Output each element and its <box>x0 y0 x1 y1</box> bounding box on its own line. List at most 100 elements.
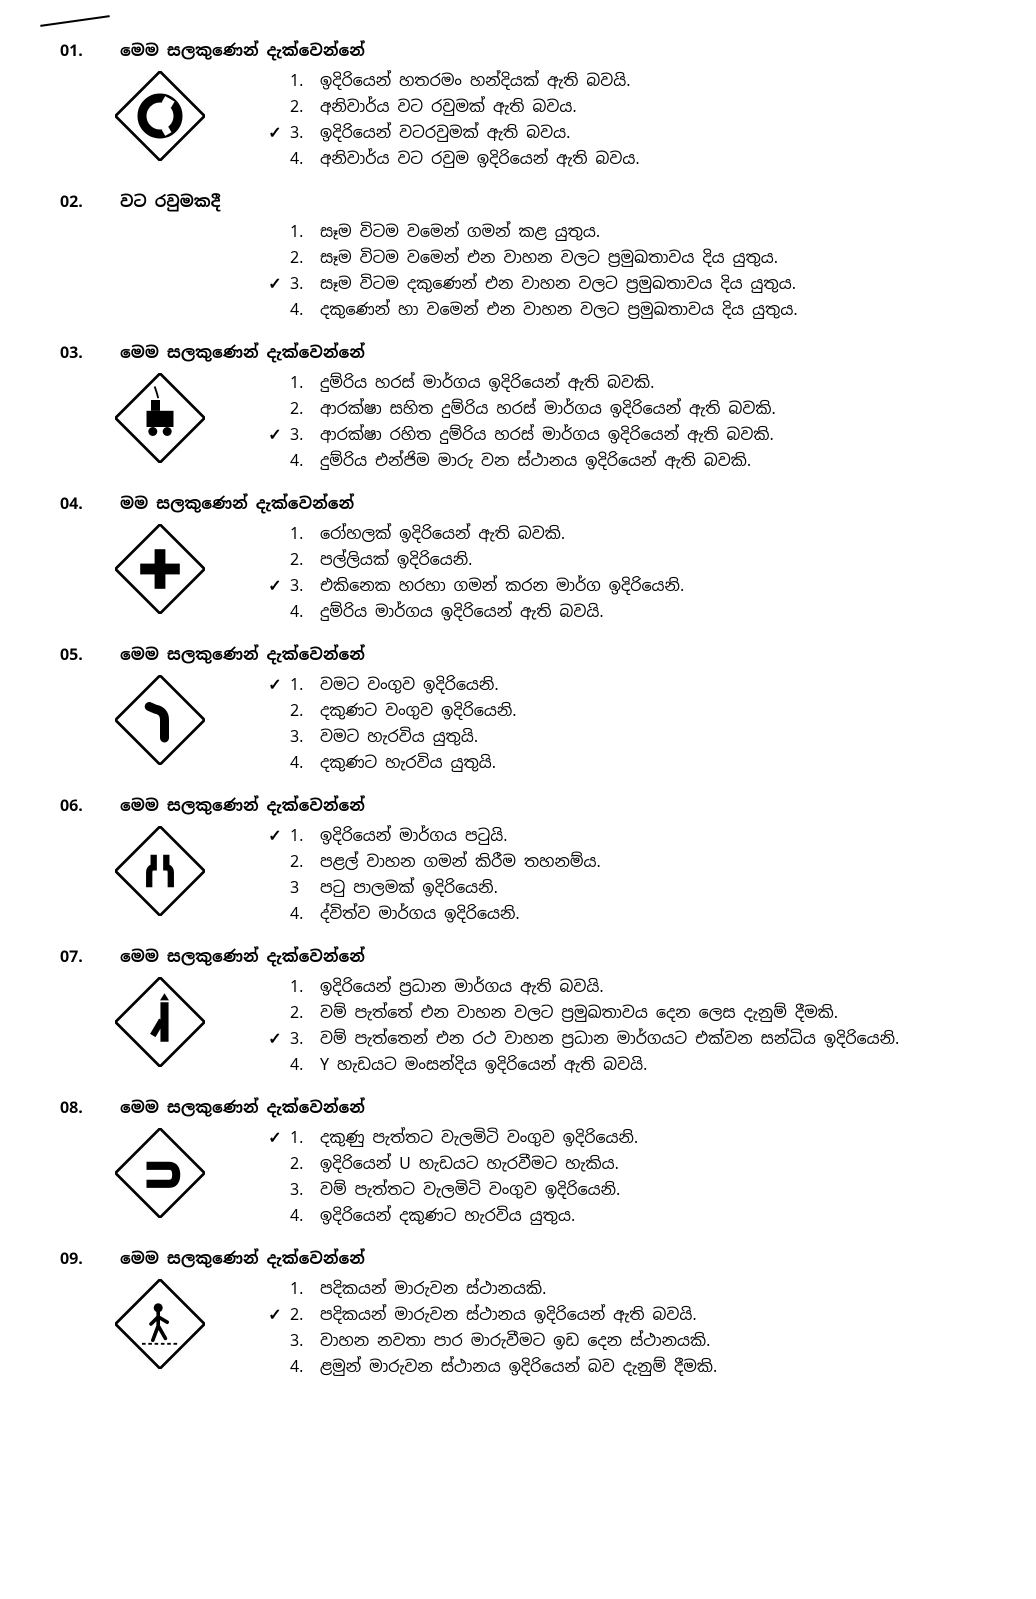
option-number: 2. <box>290 1152 320 1176</box>
question-body: ✓1.වමට වංගුව ඉදිරියෙනි.2.දකුණට වංගුව ඉදි… <box>60 671 976 777</box>
correct-tick-icon: ✓ <box>260 1126 290 1150</box>
option-text: ආරක්ෂා රහිත දුම්රිය හරස් මාර්ගය ඉදිරියෙන… <box>320 423 976 447</box>
option-row: ✓1.දකුණු පැත්තට වැලමිටි වංගුව ඉදිරියෙනි. <box>260 1126 976 1150</box>
option-row: 1.පදිකයන් මාරුවන ස්ථානයකි. <box>260 1277 976 1301</box>
option-row: 2.ඉදිරියෙන් U හැඩයට හැරවීමට හැකිය. <box>260 1152 976 1176</box>
option-number: 3. <box>290 1329 320 1353</box>
question-number: 01. <box>60 40 120 61</box>
option-text: දකුණට වංගුව ඉදිරියෙනි. <box>320 699 976 723</box>
option-row: 1.සෑම විටම වමෙන් ගමන් කළ යුතුය. <box>260 220 976 244</box>
correct-tick-icon: ✓ <box>260 574 290 598</box>
option-number: 2. <box>290 548 320 572</box>
question-header: 07.මෙම සලකුණෙන් දැක්වෙන්නේ <box>60 946 976 967</box>
option-row: ✓3.වම් පැත්තෙන් එන රථ වාහන ප්‍රධාන මාර්ග… <box>260 1027 976 1051</box>
option-row: 2.පළල් වාහන ගමන් කිරීම තහනම්ය. <box>260 850 976 874</box>
question: 05.මෙම සලකුණෙන් දැක්වෙන්නේ ✓1.වමට වංගුව ඉ… <box>60 644 976 777</box>
option-number: 3 <box>290 876 320 900</box>
stray-mark <box>40 15 110 27</box>
option-row: ✓1.ඉදිරියෙන් මාර්ගය පටුයි. <box>260 824 976 848</box>
question: 02.වට රවුමකදී 1.සෑම විටම වමෙන් ගමන් කළ යු… <box>60 191 976 324</box>
option-row: ✓3.එකිනෙක හරහා ගමන් කරන මාර්ග ඉදිරියෙනි. <box>260 574 976 598</box>
question-prompt: මෙම සලකුණෙන් දැක්වෙන්නේ <box>120 40 976 61</box>
option-row: ✓3.සෑම විටම දකුණෙන් එන වාහන වලට ප්‍රමුඛත… <box>260 272 976 296</box>
question-prompt: මෙම සලකුණෙන් දැක්වෙන්නේ <box>120 342 976 363</box>
option-text: පදිකයන් මාරුවන ස්ථානය ඉදිරියෙන් ඇති බවයි… <box>320 1303 976 1327</box>
options-list: ✓1.වමට වංගුව ඉදිරියෙනි.2.දකුණට වංගුව ඉදි… <box>260 671 976 777</box>
question: 01.මෙම සලකුණෙන් දැක්වෙන්නේ 1.ඉදිරියෙන් හත… <box>60 40 976 173</box>
option-number: 1. <box>290 371 320 395</box>
option-row: 2.අනිවාර්ය වට රවුමක් ඇති බවය. <box>260 95 976 119</box>
question-number: 05. <box>60 644 120 665</box>
question-number: 03. <box>60 342 120 363</box>
question-header: 02.වට රවුමකදී <box>60 191 976 212</box>
question-header: 09.මෙම සලකුණෙන් දැක්වෙන්නේ <box>60 1248 976 1269</box>
option-text: පදිකයන් මාරුවන ස්ථානයකි. <box>320 1277 976 1301</box>
road-sign-icon <box>60 671 260 765</box>
option-text: ඉදිරියෙන් U හැඩයට හැරවීමට හැකිය. <box>320 1152 976 1176</box>
question-number: 09. <box>60 1248 120 1269</box>
question-header: 01.මෙම සලකුණෙන් දැක්වෙන්නේ <box>60 40 976 61</box>
option-text: වම් පැත්තට වැලමිටි වංගුව ඉදිරියෙනි. <box>320 1178 976 1202</box>
question-number: 08. <box>60 1097 120 1118</box>
option-text: වමට වංගුව ඉදිරියෙනි. <box>320 673 976 697</box>
option-text: පළල් වාහන ගමන් කිරීම තහනම්ය. <box>320 850 976 874</box>
correct-tick-icon: ✓ <box>260 423 290 447</box>
option-text: ඉදිරියෙන් දකුණට හැරවිය යුතුය. <box>320 1204 976 1228</box>
question-header: 03.මෙම සලකුණෙන් දැක්වෙන්නේ <box>60 342 976 363</box>
options-list: 1.දුම්රිය හරස් මාර්ගය ඉදිරියෙන් ඇති බවකි… <box>260 369 976 475</box>
option-number: 2. <box>290 95 320 119</box>
option-number: 1. <box>290 824 320 848</box>
option-number: 4. <box>290 1355 320 1379</box>
option-row: 1.ඉදිරියෙන් හතරමං හන්දියක් ඇති බවයි. <box>260 69 976 93</box>
option-row: 4.ද්විත්ව මාර්ගය ඉදිරියෙනි. <box>260 902 976 926</box>
option-text: පටු පාලමක් ඉදිරියෙනි. <box>320 876 976 900</box>
question-prompt: මෙම සලකුණෙන් දැක්වෙන්නේ <box>120 644 976 665</box>
option-row: 2.පල්ලියක් ඉදිරියෙනි. <box>260 548 976 572</box>
option-text: දකුණු පැත්තට වැලමිටි වංගුව ඉදිරියෙනි. <box>320 1126 976 1150</box>
question-prompt: වට රවුමකදී <box>120 191 976 212</box>
question-header: 08.මෙම සලකුණෙන් දැක්වෙන්නේ <box>60 1097 976 1118</box>
option-row: 4.අනිවාර්ය වට රවුම ඉදිරියෙන් ඇති බවය. <box>260 147 976 171</box>
option-number: 3. <box>290 1178 320 1202</box>
option-row: 2.සෑම විටම වමෙන් එන වාහන වලට ප්‍රමුඛතාවය… <box>260 246 976 270</box>
questions-list: 01.මෙම සලකුණෙන් දැක්වෙන්නේ1.ඉදිරියෙන් හත… <box>60 40 976 1381</box>
option-text: අනිවාර්ය වට රවුම ඉදිරියෙන් ඇති බවය. <box>320 147 976 171</box>
question-header: 06.මෙම සලකුණෙන් දැක්වෙන්නේ <box>60 795 976 816</box>
option-text: ද්විත්ව මාර්ගය ඉදිරියෙනි. <box>320 902 976 926</box>
option-row: 4.දුම්රිය මාර්ගය ඉදිරියෙන් ඇති බවයි. <box>260 600 976 624</box>
question-body: 1.ඉදිරියෙන් හතරමං හන්දියක් ඇති බවයි.2.අන… <box>60 67 976 173</box>
option-row: 2.ආරක්ෂා සහිත දුම්රිය හරස් මාර්ගය ඉදිරිය… <box>260 397 976 421</box>
option-row: 4.ඉදිරියෙන් දකුණට හැරවිය යුතුය. <box>260 1204 976 1228</box>
option-row: 4.දකුණට හැරවිය යුතුයි. <box>260 751 976 775</box>
option-text: පල්ලියක් ඉදිරියෙනි. <box>320 548 976 572</box>
option-text: Y හැඩයට මංසන්දිය ඉදිරියෙන් ඇති බවයි. <box>320 1053 976 1077</box>
option-number: 4. <box>290 147 320 171</box>
correct-tick-icon: ✓ <box>260 824 290 848</box>
options-list: 1.රෝහලක් ඉදිරියෙන් ඇති බවකි.2.පල්ලියක් ඉ… <box>260 520 976 626</box>
question: 09.මෙම සලකුණෙන් දැක්වෙන්නේ 1.පදිකයන් මාරු… <box>60 1248 976 1381</box>
question-prompt: මම සලකුණෙන් දැක්වෙන්නේ <box>120 493 976 514</box>
question-prompt: මෙම සලකුණෙන් දැක්වෙන්නේ <box>120 1097 976 1118</box>
question: 08.මෙම සලකුණෙන් දැක්වෙන්නේ ✓1.දකුණු පැත්ත… <box>60 1097 976 1230</box>
option-text: රෝහලක් ඉදිරියෙන් ඇති බවකි. <box>320 522 976 546</box>
option-text: වාහන නවතා පාර මාරුවීමට ඉඩ දෙන ස්ථානයකි. <box>320 1329 976 1353</box>
option-row: 4.දකුණෙන් හා වමෙන් එන වාහන වලට ප්‍රමුඛතා… <box>260 298 976 322</box>
option-number: 2. <box>290 850 320 874</box>
question-number: 02. <box>60 191 120 212</box>
road-sign-icon <box>60 1275 260 1369</box>
option-number: 3. <box>290 1027 320 1051</box>
options-list: ✓1.දකුණු පැත්තට වැලමිටි වංගුව ඉදිරියෙනි.… <box>260 1124 976 1230</box>
road-sign-icon <box>60 822 260 916</box>
option-text: සෑම විටම වමෙන් එන වාහන වලට ප්‍රමුඛතාවය ද… <box>320 246 976 270</box>
road-sign-icon <box>60 973 260 1067</box>
option-text: දුම්රිය හරස් මාර්ගය ඉදිරියෙන් ඇති බවකි. <box>320 371 976 395</box>
option-number: 3. <box>290 574 320 598</box>
question-prompt: මෙම සලකුණෙන් දැක්වෙන්නේ <box>120 1248 976 1269</box>
question: 07.මෙම සලකුණෙන් දැක්වෙන්නේ1.ඉදිරියෙන් ප්… <box>60 946 976 1079</box>
option-number: 4. <box>290 751 320 775</box>
option-row: 4.දුම්රිය එන්ජිම මාරු වන ස්ථානය ඉදිරියෙන… <box>260 449 976 473</box>
options-list: 1.සෑම විටම වමෙන් ගමන් කළ යුතුය.2.සෑම විට… <box>260 218 976 324</box>
option-text: ආරක්ෂා සහිත දුම්රිය හරස් මාර්ගය ඉදිරියෙන… <box>320 397 976 421</box>
option-number: 3. <box>290 121 320 145</box>
option-row: ✓1.වමට වංගුව ඉදිරියෙනි. <box>260 673 976 697</box>
